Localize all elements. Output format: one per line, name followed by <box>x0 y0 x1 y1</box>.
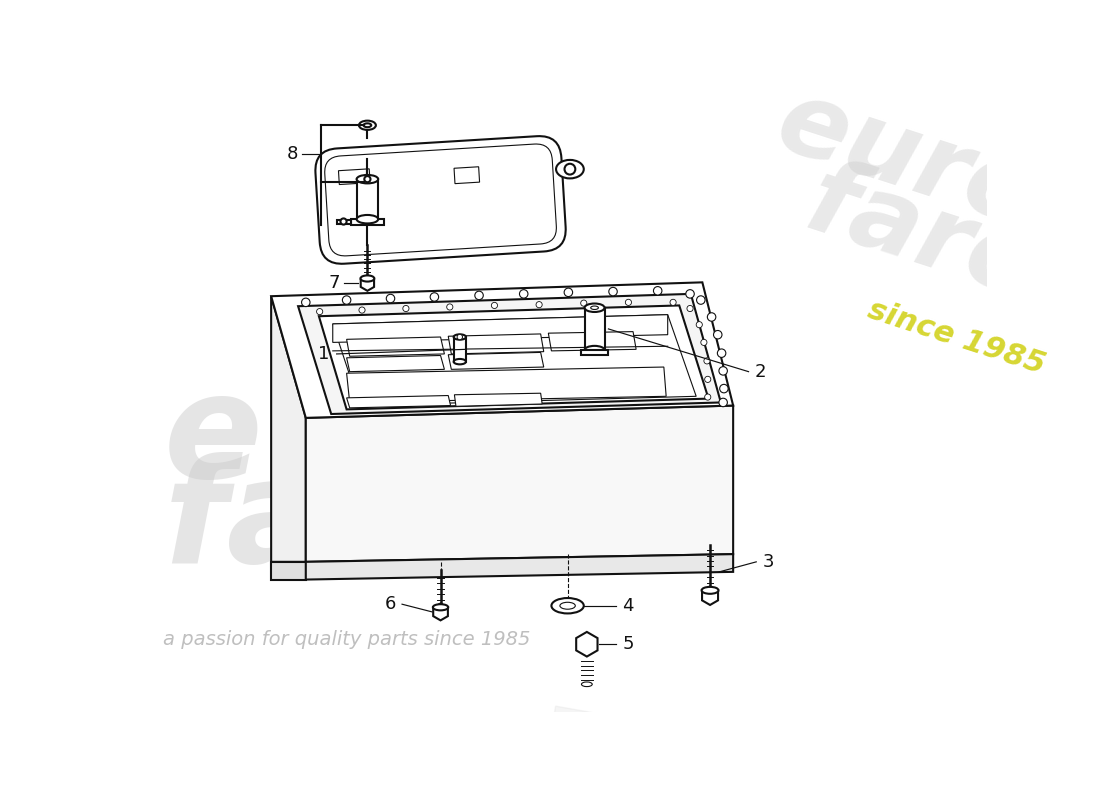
Ellipse shape <box>453 334 466 340</box>
Ellipse shape <box>363 123 372 127</box>
Polygon shape <box>453 337 466 362</box>
Polygon shape <box>576 632 597 657</box>
Polygon shape <box>319 306 708 410</box>
Text: 3: 3 <box>762 553 774 571</box>
Polygon shape <box>549 706 1100 800</box>
Text: fares: fares <box>163 452 583 593</box>
Polygon shape <box>306 554 733 579</box>
Circle shape <box>386 294 395 302</box>
Ellipse shape <box>582 682 592 686</box>
Text: 4: 4 <box>623 597 634 614</box>
Text: europ: europ <box>163 367 642 508</box>
Polygon shape <box>356 179 378 219</box>
Polygon shape <box>454 394 542 406</box>
Ellipse shape <box>433 604 449 610</box>
Polygon shape <box>306 406 733 562</box>
Circle shape <box>564 288 573 297</box>
Polygon shape <box>346 367 667 402</box>
Polygon shape <box>298 294 720 414</box>
Circle shape <box>717 349 726 358</box>
Polygon shape <box>271 282 733 418</box>
Circle shape <box>536 302 542 308</box>
Polygon shape <box>332 314 696 406</box>
Circle shape <box>686 306 693 311</box>
Polygon shape <box>433 603 448 620</box>
Bar <box>454 166 480 184</box>
Polygon shape <box>351 219 384 226</box>
Text: 6: 6 <box>385 595 396 613</box>
Circle shape <box>625 299 631 306</box>
Circle shape <box>430 293 439 302</box>
Polygon shape <box>271 562 306 579</box>
Circle shape <box>714 330 722 339</box>
Polygon shape <box>584 308 605 350</box>
Circle shape <box>475 291 483 300</box>
Circle shape <box>719 384 728 393</box>
Circle shape <box>685 290 694 298</box>
Circle shape <box>364 176 371 182</box>
Circle shape <box>719 366 727 375</box>
Ellipse shape <box>557 160 584 178</box>
Circle shape <box>719 398 727 406</box>
Polygon shape <box>271 296 306 562</box>
Circle shape <box>564 164 575 174</box>
Circle shape <box>704 358 711 364</box>
Ellipse shape <box>584 303 605 312</box>
Circle shape <box>581 300 587 306</box>
Ellipse shape <box>356 175 378 183</box>
Circle shape <box>301 298 310 306</box>
Polygon shape <box>332 314 668 342</box>
Polygon shape <box>548 332 636 351</box>
FancyBboxPatch shape <box>316 136 565 264</box>
Text: a passion for quality parts since 1985: a passion for quality parts since 1985 <box>163 630 530 649</box>
Circle shape <box>696 322 703 328</box>
Polygon shape <box>361 275 374 291</box>
Circle shape <box>519 290 528 298</box>
Ellipse shape <box>361 275 374 282</box>
Circle shape <box>447 304 453 310</box>
Circle shape <box>670 299 676 306</box>
Text: since 1985: since 1985 <box>865 294 1048 379</box>
Circle shape <box>653 286 662 295</box>
Circle shape <box>342 296 351 304</box>
Ellipse shape <box>551 598 584 614</box>
Polygon shape <box>338 220 351 224</box>
Circle shape <box>403 306 409 311</box>
Circle shape <box>492 302 497 309</box>
FancyBboxPatch shape <box>324 144 557 256</box>
Text: 1: 1 <box>318 345 329 363</box>
Ellipse shape <box>356 215 378 223</box>
Polygon shape <box>702 586 718 605</box>
Ellipse shape <box>560 602 575 610</box>
Ellipse shape <box>584 346 605 354</box>
Text: fares: fares <box>794 152 1100 341</box>
Ellipse shape <box>591 306 598 310</box>
Circle shape <box>341 218 346 225</box>
Polygon shape <box>346 355 444 372</box>
Text: 7: 7 <box>329 274 341 292</box>
Circle shape <box>359 307 365 313</box>
Ellipse shape <box>453 359 466 364</box>
Polygon shape <box>449 353 543 370</box>
Circle shape <box>707 313 716 322</box>
Text: europ: europ <box>763 71 1100 273</box>
Ellipse shape <box>702 587 718 594</box>
Polygon shape <box>581 350 608 355</box>
Circle shape <box>705 376 711 382</box>
Polygon shape <box>449 334 543 354</box>
Bar <box>339 169 370 185</box>
Circle shape <box>696 296 705 304</box>
Circle shape <box>458 334 462 340</box>
Polygon shape <box>346 337 444 356</box>
Text: 5: 5 <box>623 635 634 654</box>
Circle shape <box>608 287 617 296</box>
Circle shape <box>317 309 322 314</box>
Text: 8: 8 <box>287 145 298 162</box>
Ellipse shape <box>359 121 376 130</box>
Text: 2: 2 <box>755 362 767 381</box>
Circle shape <box>705 394 711 400</box>
Polygon shape <box>346 395 451 408</box>
Circle shape <box>701 339 707 346</box>
